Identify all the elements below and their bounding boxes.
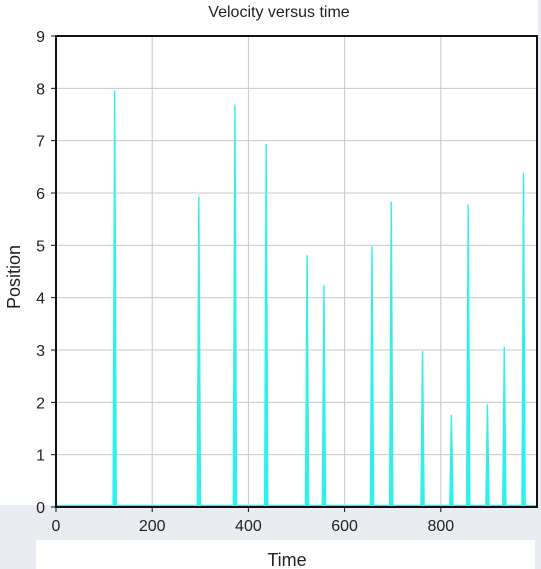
x-tick-label: 600 <box>331 518 358 535</box>
y-tick-label: 3 <box>36 343 45 360</box>
x-tick-label: 400 <box>235 518 262 535</box>
y-tick-label: 4 <box>36 291 45 308</box>
y-tick-label: 6 <box>36 186 45 203</box>
y-axis-label: Position <box>4 245 24 309</box>
chart-title: Velocity versus time <box>208 4 349 21</box>
x-tick-label: 200 <box>139 518 166 535</box>
plot-area <box>56 36 537 507</box>
x-tick-label: 0 <box>52 518 61 535</box>
y-tick-label: 0 <box>36 500 45 517</box>
x-axis-ticks: 0 200 400 600 800 <box>52 507 454 535</box>
bottom-panel-inner <box>36 540 535 569</box>
y-tick-label: 9 <box>36 29 45 46</box>
y-tick-label: 8 <box>36 81 45 98</box>
grid <box>56 35 538 508</box>
y-tick-label: 2 <box>36 395 45 412</box>
x-tick-label: 800 <box>427 518 454 535</box>
plot-frame <box>55 35 538 508</box>
y-axis-ticks: 0 1 2 3 4 5 6 7 8 9 <box>36 29 56 517</box>
right-panel-edge <box>538 0 541 569</box>
y-tick-label: 5 <box>36 238 45 255</box>
y-tick-label: 7 <box>36 134 45 151</box>
x-axis-label: Time <box>267 550 306 569</box>
y-tick-label: 1 <box>36 448 45 465</box>
